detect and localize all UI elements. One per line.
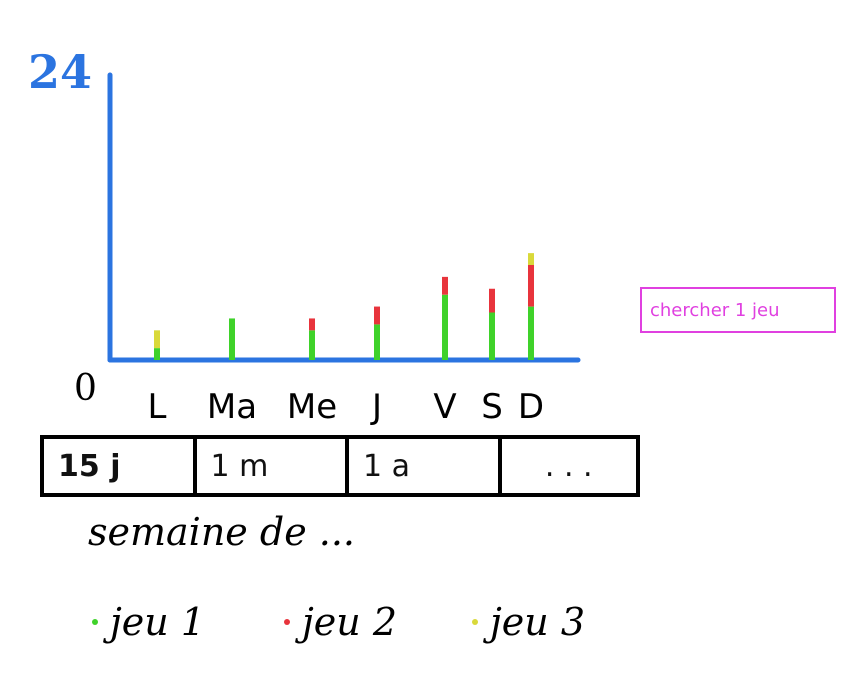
legend-label: jeu 1 bbox=[110, 600, 205, 644]
legend-item-jeu-3: jeu 3 bbox=[472, 600, 585, 644]
period-tab-1-month[interactable]: 1 m bbox=[197, 439, 349, 493]
legend-item-jeu-1: jeu 1 bbox=[92, 600, 205, 644]
period-tab-15-days[interactable]: 15 j bbox=[44, 439, 197, 493]
x-tick-label-V: V bbox=[433, 387, 456, 427]
legend-label: jeu 3 bbox=[490, 600, 585, 644]
x-tick-label-Me: Me bbox=[287, 387, 337, 427]
legend-label: jeu 2 bbox=[302, 600, 397, 644]
x-tick-label-D: D bbox=[518, 387, 544, 427]
y-origin-label: 0 bbox=[74, 368, 97, 409]
legend-item-jeu-2: jeu 2 bbox=[284, 600, 397, 644]
legend-dot-red bbox=[284, 619, 290, 625]
period-caption: semaine de ... bbox=[88, 510, 356, 554]
legend-dot-yellow bbox=[472, 619, 478, 625]
period-selector: 15 j 1 m 1 a . . . bbox=[40, 435, 640, 497]
x-tick-label-L: L bbox=[148, 387, 167, 427]
x-tick-label-J: J bbox=[370, 387, 382, 427]
period-tab-1-year[interactable]: 1 a bbox=[349, 439, 502, 493]
playtime-chart: 24 0 L Ma Me J V S D bbox=[28, 45, 581, 427]
search-game-button[interactable]: chercher 1 jeu bbox=[640, 287, 836, 333]
x-tick-label-Ma: Ma bbox=[207, 387, 257, 427]
period-tab-more[interactable]: . . . bbox=[544, 448, 593, 484]
y-max-label: 24 bbox=[28, 45, 92, 99]
legend-dot-green bbox=[92, 619, 98, 625]
x-tick-label-S: S bbox=[481, 387, 503, 427]
